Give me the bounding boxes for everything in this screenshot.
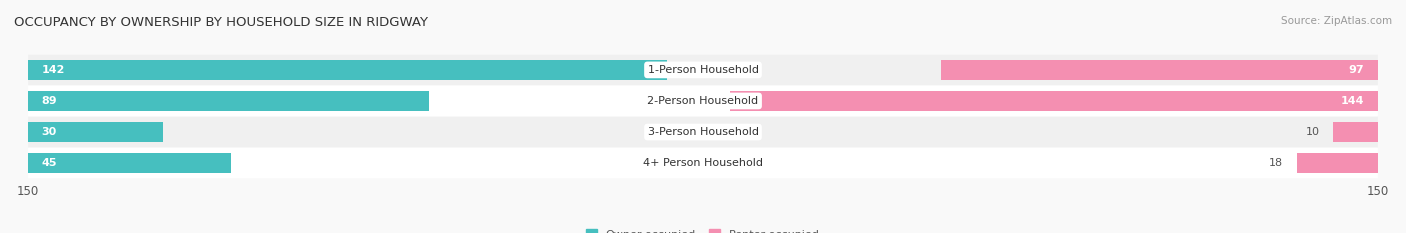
Text: 45: 45 (42, 158, 58, 168)
Bar (1296, 154, 1378, 173)
Text: 144: 144 (1341, 96, 1364, 106)
Text: 1-Person Household: 1-Person Household (648, 65, 758, 75)
Bar (28, 91, 429, 111)
Bar (28, 122, 163, 142)
FancyBboxPatch shape (28, 55, 1378, 85)
Text: OCCUPANCY BY OWNERSHIP BY HOUSEHOLD SIZE IN RIDGWAY: OCCUPANCY BY OWNERSHIP BY HOUSEHOLD SIZE… (14, 16, 427, 29)
Bar (28, 60, 666, 79)
Text: 97: 97 (1348, 65, 1364, 75)
Text: Source: ZipAtlas.com: Source: ZipAtlas.com (1281, 16, 1392, 26)
Bar (1333, 122, 1378, 142)
FancyBboxPatch shape (28, 86, 1378, 116)
FancyBboxPatch shape (28, 117, 1378, 147)
Text: 142: 142 (42, 65, 65, 75)
Bar (942, 60, 1378, 79)
Bar (730, 91, 1378, 111)
Text: 10: 10 (1305, 127, 1319, 137)
Text: 18: 18 (1270, 158, 1284, 168)
Text: 2-Person Household: 2-Person Household (647, 96, 759, 106)
Text: 3-Person Household: 3-Person Household (648, 127, 758, 137)
Legend: Owner-occupied, Renter-occupied: Owner-occupied, Renter-occupied (581, 224, 825, 233)
Text: 4+ Person Household: 4+ Person Household (643, 158, 763, 168)
FancyBboxPatch shape (28, 148, 1378, 178)
Bar (28, 154, 231, 173)
Text: 89: 89 (42, 96, 58, 106)
Text: 30: 30 (42, 127, 56, 137)
